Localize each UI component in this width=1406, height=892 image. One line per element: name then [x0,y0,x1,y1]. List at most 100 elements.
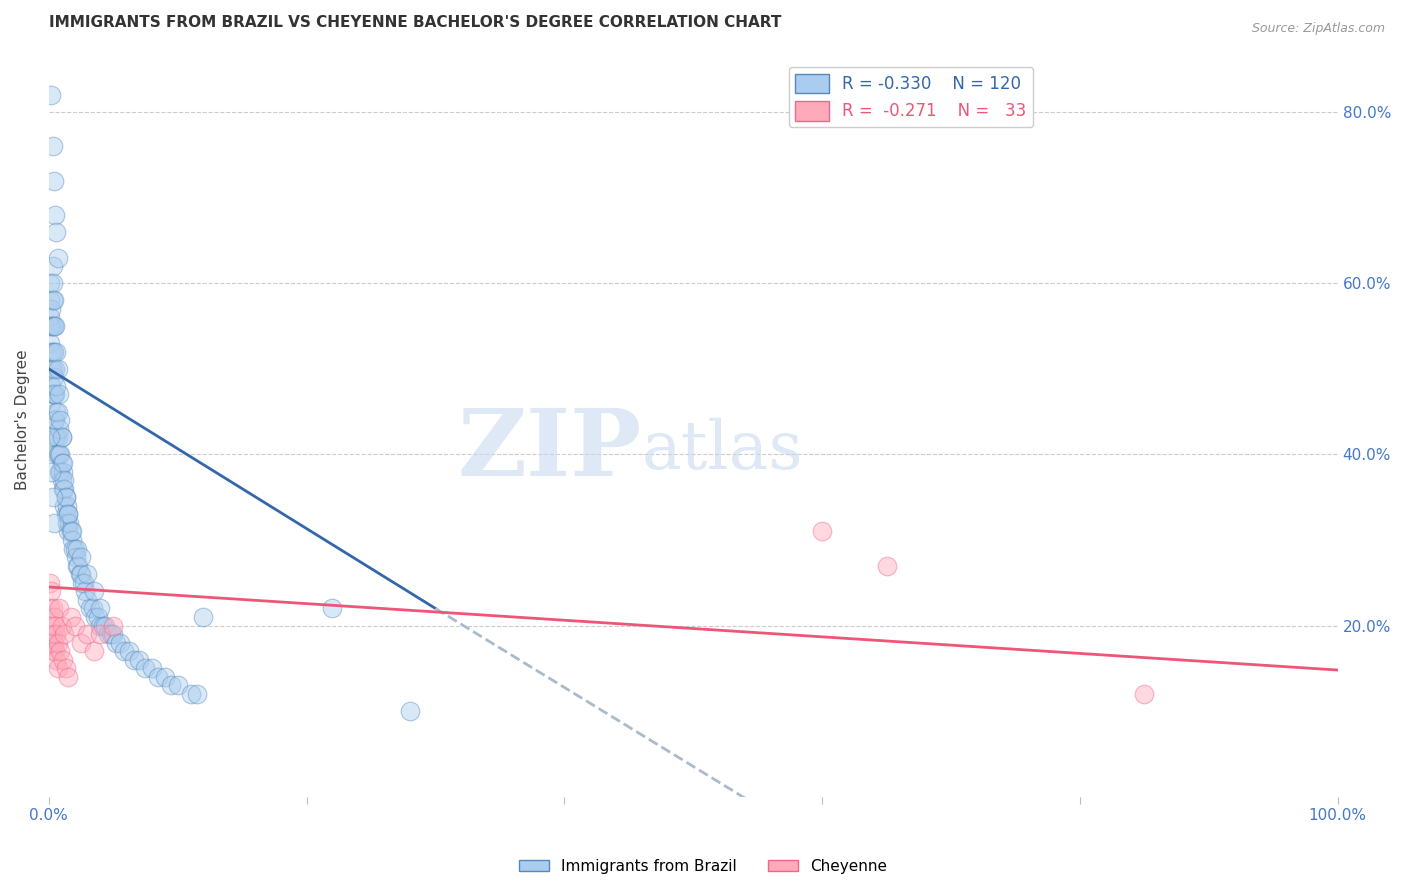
Point [103,618,125,632]
Point [41,387,63,401]
Text: atlas: atlas [641,417,803,483]
Point [100,627,122,641]
Point [41,88,63,103]
Point [45,627,67,641]
Point [84,610,107,624]
Point [39,430,62,444]
Point [53,499,76,513]
Point [48,422,70,436]
Point [45,447,67,461]
Point [42,344,65,359]
Point [46,661,69,675]
Point [45,404,67,418]
Point [76,567,98,582]
Point [39,310,62,325]
Point [45,653,67,667]
Point [180,687,202,701]
Point [41,259,63,273]
Point [321,601,343,615]
Text: Source: ZipAtlas.com: Source: ZipAtlas.com [1251,22,1385,36]
Point [79,601,101,615]
Point [56,670,79,684]
Point [52,482,75,496]
Point [56,508,79,522]
Point [48,465,70,479]
Point [67,558,90,573]
Point [42,516,65,530]
Point [811,524,834,539]
Point [39,575,62,590]
Point [48,447,70,461]
Point [39,601,62,615]
Point [60,524,83,539]
Point [82,601,104,615]
Point [398,704,420,718]
Point [48,387,70,401]
Point [104,635,127,649]
Point [128,653,150,667]
Point [160,678,183,692]
Point [55,508,77,522]
Point [49,644,72,658]
Text: ZIP: ZIP [457,405,641,495]
Point [51,430,73,444]
Point [56,508,79,522]
Point [66,541,89,556]
Point [41,319,63,334]
Point [41,344,63,359]
Point [56,516,79,530]
Point [42,610,65,624]
Point [41,361,63,376]
Point [39,293,62,308]
Point [46,404,69,418]
Point [55,490,77,504]
Point [46,251,69,265]
Point [41,301,63,316]
Point [41,361,63,376]
Point [41,344,63,359]
Point [87,610,110,624]
Point [42,173,65,187]
Point [118,644,141,658]
Point [41,396,63,410]
Point [44,319,66,334]
Point [44,413,66,427]
Point [51,456,73,470]
Point [70,550,93,565]
Point [65,550,87,565]
Point [52,653,75,667]
Point [41,277,63,291]
Point [51,430,73,444]
Point [49,413,72,427]
Point [112,644,135,658]
Point [45,379,67,393]
Point [45,225,67,239]
Point [60,533,83,547]
Point [66,558,89,573]
Y-axis label: Bachelor's Degree: Bachelor's Degree [15,350,30,491]
Point [46,447,69,461]
Point [52,465,75,479]
Point [76,627,98,641]
Point [45,344,67,359]
Point [46,430,69,444]
Point [72,575,94,590]
Point [83,584,105,599]
Point [55,490,77,504]
Point [41,618,63,632]
Point [44,644,66,658]
Point [62,541,84,556]
Point [97,627,120,641]
Point [1133,687,1156,701]
Point [42,319,65,334]
Point [46,635,69,649]
Point [72,575,94,590]
Text: IMMIGRANTS FROM BRAZIL VS CHEYENNE BACHELOR'S DEGREE CORRELATION CHART: IMMIGRANTS FROM BRAZIL VS CHEYENNE BACHE… [49,15,782,30]
Legend: Immigrants from Brazil, Cheyenne: Immigrants from Brazil, Cheyenne [512,853,894,880]
Point [44,387,66,401]
Point [122,653,145,667]
Point [48,601,70,615]
Point [41,465,63,479]
Point [70,567,93,582]
Point [134,661,156,675]
